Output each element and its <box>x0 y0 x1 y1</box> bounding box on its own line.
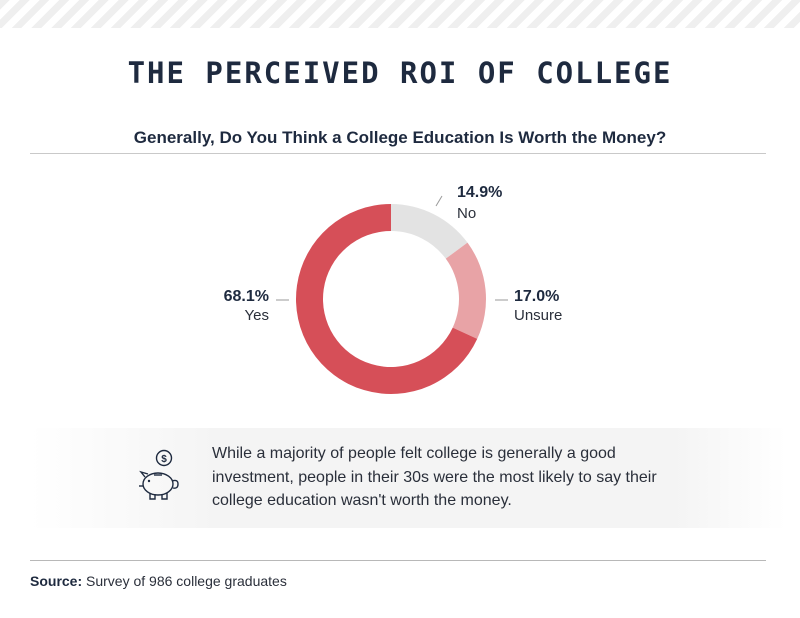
slice-value-no: 14.9% <box>457 184 502 201</box>
source-text: Survey of 986 college graduates <box>86 573 287 589</box>
page-title: THE PERCEIVED ROI OF COLLEGE <box>127 56 673 90</box>
svg-text:$: $ <box>161 454 167 465</box>
slice-value-unsure: 17.0% <box>514 288 559 305</box>
slice-value-yes: 68.1% <box>224 288 269 305</box>
divider-top <box>30 153 766 154</box>
label-leader-no <box>435 195 443 207</box>
source-note: Source: Survey of 986 college graduates <box>30 573 287 589</box>
slice-label-no: No <box>457 205 476 222</box>
callout-box: $ While a majority of people felt colleg… <box>30 428 786 528</box>
slice-label-yes: Yes <box>245 307 269 324</box>
donut-slice-no <box>391 204 468 259</box>
donut-slice-unsure <box>445 242 486 339</box>
donut-slice-yes <box>296 204 478 394</box>
divider-bottom <box>30 560 766 561</box>
slice-label-unsure: Unsure <box>514 307 562 324</box>
donut-chart: 14.9% No 17.0% Unsure 68.1% Yes <box>224 184 562 394</box>
source-label: Source: <box>30 573 83 589</box>
striped-header-band <box>0 0 800 28</box>
piggy-bank-icon: $ <box>139 449 179 500</box>
chart-title: Generally, Do You Think a College Educat… <box>133 128 667 147</box>
callout-text: While a majority of people felt college … <box>212 445 657 509</box>
